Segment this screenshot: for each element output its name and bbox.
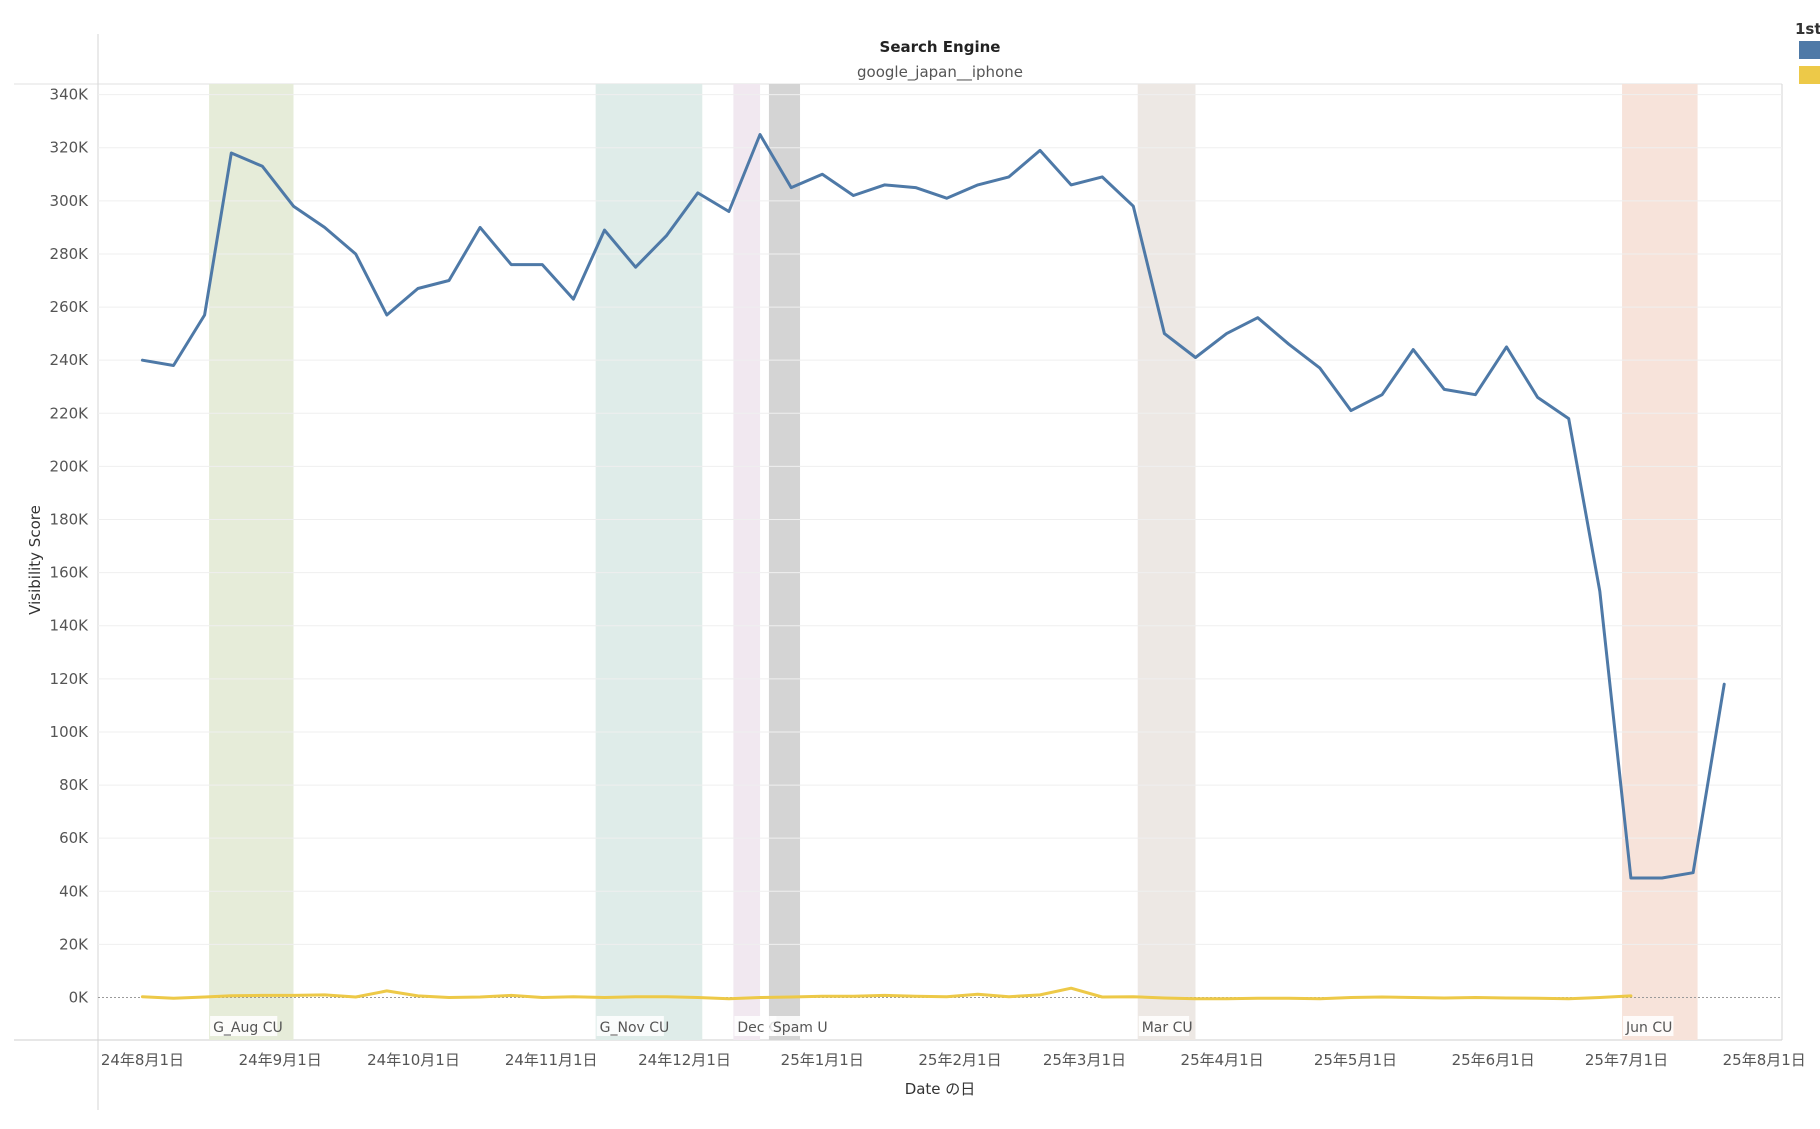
event-band-label: G_Aug CU <box>213 1020 283 1036</box>
event-band[interactable] <box>733 84 761 1040</box>
x-axis-ticks: 24年8月1日 24年9月1日 24年10月1日 24年11月1日 24年12月1日 25… <box>101 1051 1806 1069</box>
x-tick-label: 25年1月1日 <box>781 1051 864 1069</box>
event-band[interactable] <box>209 84 294 1040</box>
y-tick-label: 80K <box>59 776 89 794</box>
series-line-2[interactable] <box>140 986 1633 1001</box>
y-tick-label: 20K <box>59 935 89 953</box>
y-tick-label: 40K <box>59 882 89 900</box>
y-tick-label: 60K <box>59 829 89 847</box>
y-axis-ticks: 0K 20K 40K 60K 80K 100K 120K 140K 160K 180K 200K 22… <box>50 86 90 1007</box>
y-tick-label: 340K <box>50 86 90 104</box>
event-band-label-bg <box>734 1016 777 1036</box>
event-band-label: G_Nov CU <box>600 1020 670 1036</box>
event-band-label: Spam U <box>773 1020 828 1036</box>
y-tick-label: 0K <box>69 989 90 1007</box>
legend-title: 1st <box>1795 20 1820 38</box>
legend-swatch-series-2[interactable] <box>1799 66 1820 84</box>
event-band-label-bg <box>210 1016 278 1036</box>
series-lines <box>140 133 1726 1001</box>
event-band-label-bg <box>769 1016 821 1036</box>
x-tick-label: 25年8月1日 <box>1723 1051 1806 1069</box>
event-band[interactable] <box>595 84 703 1040</box>
x-axis-title: Date の日 <box>905 1080 976 1098</box>
event-band[interactable] <box>768 84 801 1040</box>
x-tick-label: 25年2月1日 <box>918 1051 1001 1069</box>
event-band-label: Mar CU <box>1142 1020 1193 1036</box>
series-line-1[interactable] <box>140 133 1726 880</box>
y-tick-label: 140K <box>50 617 90 635</box>
x-tick-label: 24年11月1日 <box>505 1051 598 1069</box>
legend-swatch-series-1[interactable] <box>1799 41 1820 59</box>
event-band-label: Jun CU <box>1625 1020 1672 1036</box>
y-axis-title: Visibility Score <box>26 505 44 615</box>
event-band-label: Dec C <box>737 1020 779 1036</box>
event-bands <box>209 84 1698 1040</box>
header-subtitle: google_japan__iphone <box>857 63 1023 82</box>
x-tick-label: 25年5月1日 <box>1314 1051 1397 1069</box>
event-band[interactable] <box>1622 84 1698 1040</box>
x-tick-label: 24年10月1日 <box>367 1051 460 1069</box>
grid-lines <box>98 94 1782 999</box>
event-band[interactable] <box>1137 84 1196 1040</box>
event-band-label-bg <box>1138 1016 1190 1036</box>
x-tick-label: 25年4月1日 <box>1181 1051 1264 1069</box>
x-tick-label: 25年7月1日 <box>1585 1051 1668 1069</box>
y-tick-label: 280K <box>50 245 90 263</box>
y-tick-label: 100K <box>50 723 90 741</box>
y-tick-label: 220K <box>50 404 90 422</box>
y-tick-label: 320K <box>50 139 90 157</box>
y-tick-label: 200K <box>50 457 90 475</box>
y-tick-label: 300K <box>50 192 90 210</box>
x-tick-label: 25年6月1日 <box>1452 1051 1535 1069</box>
y-tick-label: 180K <box>50 511 90 529</box>
y-tick-label: 160K <box>50 564 90 582</box>
y-tick-label: 260K <box>50 298 90 316</box>
x-tick-label: 24年9月1日 <box>239 1051 322 1069</box>
y-tick-label: 120K <box>50 670 90 688</box>
x-tick-label: 25年3月1日 <box>1043 1051 1126 1069</box>
event-band-label-bg <box>596 1016 664 1036</box>
header-title: Search Engine <box>880 38 1001 56</box>
x-tick-label: 24年8月1日 <box>101 1051 184 1069</box>
y-tick-label: 240K <box>50 351 90 369</box>
x-tick-label: 24年12月1日 <box>638 1051 731 1069</box>
event-band-label-bg <box>1623 1016 1674 1036</box>
